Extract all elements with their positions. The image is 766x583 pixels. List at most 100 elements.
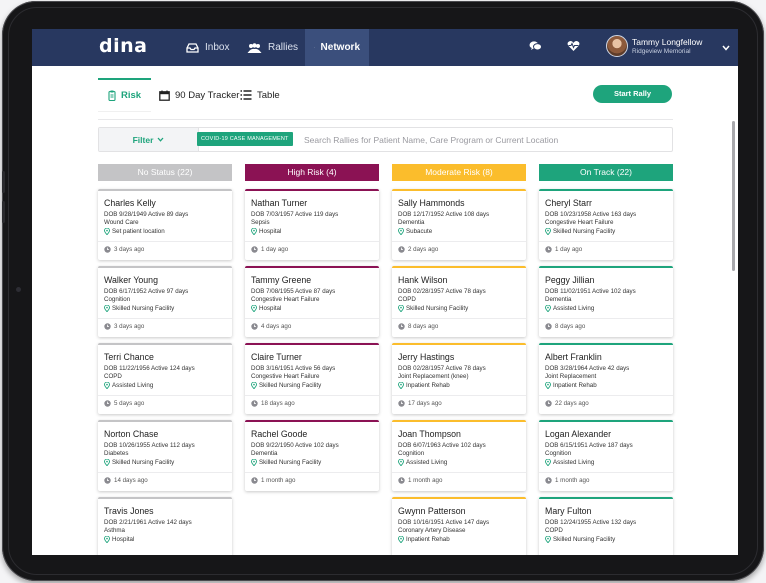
clock-icon — [104, 323, 111, 330]
nav-network-label: Network — [320, 42, 360, 53]
clock-icon — [545, 477, 552, 484]
start-rally-button[interactable]: Start Rally — [593, 85, 672, 103]
patient-card[interactable]: Charles Kelly DOB 9/28/1949 Active 89 day… — [98, 189, 232, 260]
patient-card[interactable]: Albert Franklin DOB 3/28/1964 Active 42 d… — [539, 343, 673, 414]
patient-card[interactable]: Mary Fulton DOB 12/24/1955 Active 132 day… — [539, 497, 673, 555]
patient-card[interactable]: Sally Hammonds DOB 12/17/1952 Active 108 … — [392, 189, 526, 260]
chevron-down-icon — [157, 137, 164, 142]
patient-location-label: Inpatient Rehab — [406, 536, 450, 543]
tab-table[interactable]: Table — [240, 78, 280, 112]
last-update: 4 days ago — [251, 323, 291, 330]
patient-dob: DOB 2/21/1961 Active 142 days — [104, 519, 192, 526]
last-update-label: 8 days ago — [408, 323, 439, 330]
patient-location: Skilled Nursing Facility — [104, 459, 174, 466]
last-update: 17 days ago — [398, 400, 442, 407]
nav-rallies-label: Rallies — [268, 42, 299, 53]
patient-location: Hospital — [251, 305, 281, 312]
last-update-label: 22 days ago — [555, 400, 589, 407]
globe-icon — [314, 47, 315, 48]
divider — [98, 119, 673, 120]
nav-rallies[interactable]: Rallies — [238, 29, 307, 66]
search-input[interactable] — [304, 132, 664, 147]
column-header[interactable]: Moderate Risk (8) — [392, 164, 526, 181]
patient-location-label: Hospital — [259, 305, 282, 312]
patient-card[interactable]: Logan Alexander DOB 6/15/1951 Active 187 … — [539, 420, 673, 491]
patient-card[interactable]: Walker Young DOB 6/17/1952 Active 97 days… — [98, 266, 232, 337]
patient-card[interactable]: Rachel Goode DOB 9/22/1950 Active 102 day… — [245, 420, 379, 491]
patient-name: Charles Kelly — [104, 198, 156, 208]
patient-card[interactable]: Jerry Hastings DOB 02/28/1957 Active 78 d… — [392, 343, 526, 414]
care-program: Cognition — [398, 450, 425, 457]
clock-icon — [104, 246, 111, 253]
volume-button — [2, 201, 5, 223]
chevron-down-icon[interactable] — [722, 45, 730, 51]
column-header[interactable]: On Track (22) — [539, 164, 673, 181]
patient-card[interactable]: Norton Chase DOB 10/26/1955 Active 112 da… — [98, 420, 232, 491]
patient-card[interactable]: Nathan Turner DOB 7/03/1957 Active 119 da… — [245, 189, 379, 260]
patient-location: Skilled Nursing Facility — [104, 305, 174, 312]
column-header[interactable]: No Status (22) — [98, 164, 232, 181]
user-avatar[interactable] — [606, 35, 628, 57]
patient-card[interactable]: Terri Chance DOB 11/22/1956 Active 124 da… — [98, 343, 232, 414]
last-update-label: 18 days ago — [261, 400, 295, 407]
clock-icon — [545, 323, 552, 330]
patient-location: Inpatient Rehab — [545, 382, 597, 389]
last-update-label: 8 days ago — [555, 323, 586, 330]
last-update: 8 days ago — [545, 323, 585, 330]
patient-name: Cheryl Starr — [545, 198, 592, 208]
nav-network[interactable]: Network — [305, 29, 369, 66]
care-program: Joint Replacement — [545, 373, 597, 380]
location-pin-icon — [251, 382, 257, 389]
patient-location-label: Assisted Living — [406, 459, 448, 466]
list-icon — [240, 90, 252, 100]
card-divider — [392, 395, 526, 396]
column-header[interactable]: High Risk (4) — [245, 164, 379, 181]
clock-icon — [398, 323, 405, 330]
patient-dob: DOB 6/17/1952 Active 97 days — [104, 288, 189, 295]
card-divider — [245, 318, 379, 319]
patient-name: Logan Alexander — [545, 429, 612, 439]
tab-90-day-tracker[interactable]: 90 Day Tracker — [159, 78, 239, 112]
location-pin-icon — [545, 228, 551, 235]
patient-card[interactable]: Cheryl Starr DOB 10/23/1958 Active 163 da… — [539, 189, 673, 260]
patient-location: Assisted Living — [398, 459, 447, 466]
card-divider — [245, 241, 379, 242]
patient-card[interactable]: Hank Wilson DOB 02/28/1957 Active 78 days… — [392, 266, 526, 337]
tab-90-day-tracker-label: 90 Day Tracker — [175, 89, 240, 101]
patient-card[interactable]: Tammy Greene DOB 7/08/1955 Active 87 days… — [245, 266, 379, 337]
clock-icon — [251, 323, 258, 330]
scrollbar[interactable] — [732, 121, 735, 271]
dina-logo[interactable]: dina — [99, 35, 148, 57]
filter-button[interactable]: Filter — [99, 128, 199, 151]
patient-name: Travis Jones — [104, 506, 154, 516]
location-pin-icon — [251, 228, 257, 235]
patient-location: Hospital — [251, 228, 281, 235]
last-update-label: 4 days ago — [261, 323, 292, 330]
patient-name: Joan Thompson — [398, 429, 461, 439]
patient-card[interactable]: Travis Jones DOB 2/21/1961 Active 142 day… — [98, 497, 232, 555]
last-update-label: 3 days ago — [114, 246, 145, 253]
patient-card[interactable]: Peggy Jillian DOB 11/02/1951 Active 102 d… — [539, 266, 673, 337]
patient-name: Mary Fulton — [545, 506, 592, 516]
care-program: Dementia — [398, 219, 425, 226]
patient-location: Skilled Nursing Facility — [251, 382, 321, 389]
heart-monitor-icon[interactable] — [567, 40, 580, 52]
last-update-label: 17 days ago — [408, 400, 442, 407]
chat-icon[interactable] — [529, 40, 542, 52]
last-update-label: 14 days ago — [114, 477, 148, 484]
patient-location: Skilled Nursing Facility — [398, 305, 468, 312]
location-pin-icon — [545, 536, 551, 543]
last-update: 1 month ago — [545, 477, 589, 484]
card-divider — [392, 472, 526, 473]
user-name[interactable]: Tammy Longfellow — [632, 37, 703, 47]
patient-location-label: Skilled Nursing Facility — [112, 305, 175, 312]
tab-risk[interactable]: Risk — [98, 78, 152, 112]
nav-inbox[interactable]: Inbox — [177, 29, 238, 66]
patient-card[interactable]: Gwynn Patterson DOB 10/16/1951 Active 147… — [392, 497, 526, 555]
program-filter-chip[interactable]: COVID-19 CASE MANAGEMENT — [197, 132, 293, 146]
patient-card[interactable]: Joan Thompson DOB 6/07/1963 Active 102 da… — [392, 420, 526, 491]
patient-card[interactable]: Claire Turner DOB 3/16/1951 Active 56 day… — [245, 343, 379, 414]
location-pin-icon — [545, 305, 551, 312]
card-divider — [98, 318, 232, 319]
patient-location: Assisted Living — [545, 459, 594, 466]
